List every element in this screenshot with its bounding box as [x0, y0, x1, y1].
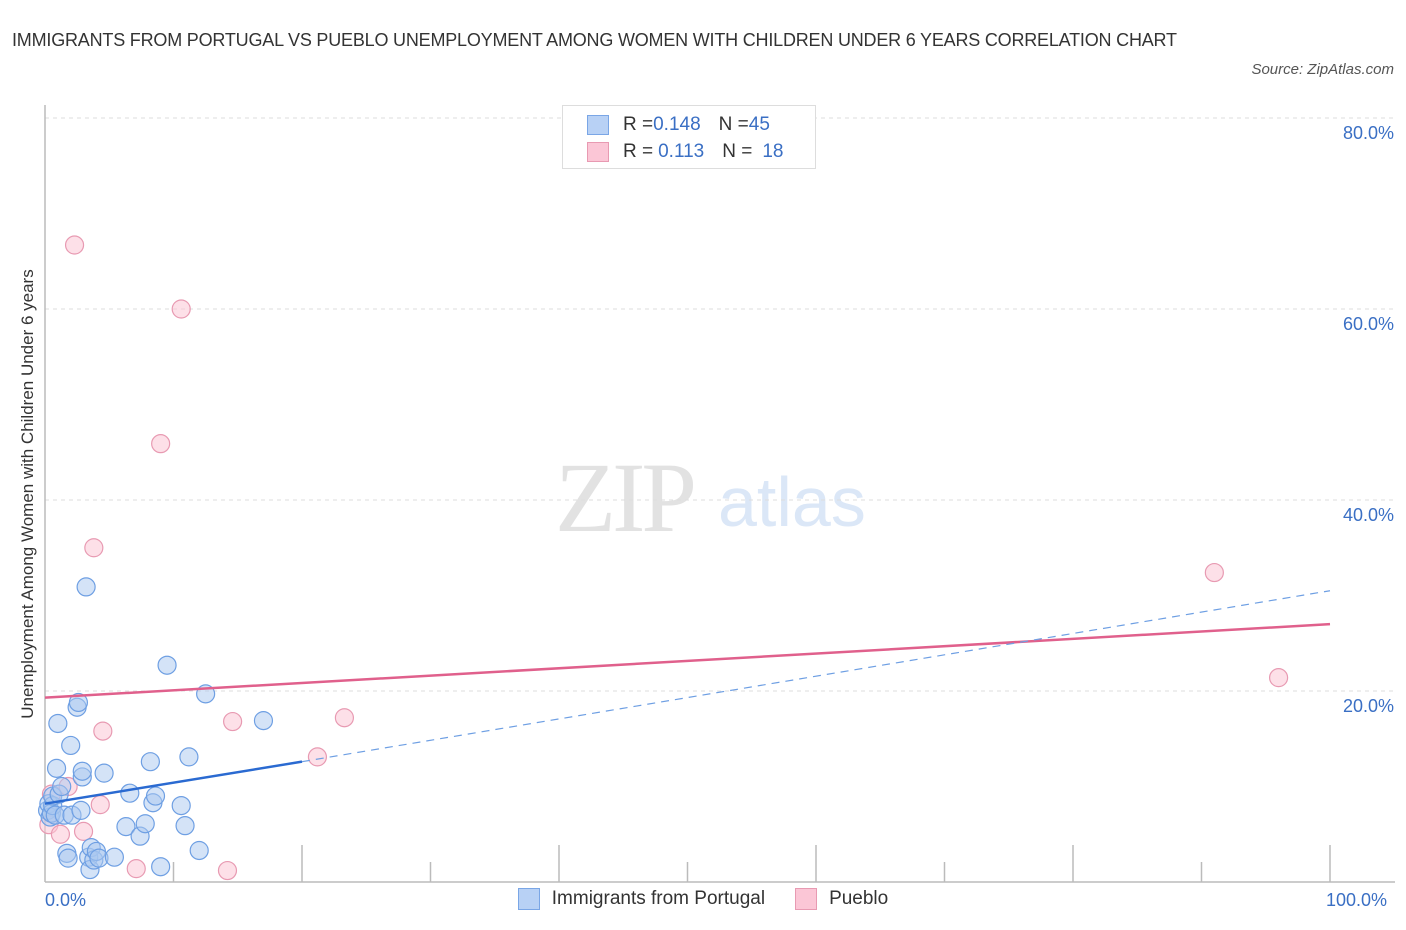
pueblo-point: [90, 795, 110, 815]
portugal-point: [52, 776, 72, 797]
portugal-point: [68, 692, 89, 713]
pueblo-point: [126, 859, 146, 879]
series-legend: Immigrants from Portugal Pueblo: [0, 888, 1406, 910]
legend-item-pueblo[interactable]: Pueblo: [795, 888, 888, 910]
portugal-point: [189, 840, 209, 861]
portugal-point: [48, 713, 68, 734]
r-label: R =: [623, 141, 654, 162]
portugal-point: [116, 817, 136, 837]
portugal-point: [135, 814, 155, 834]
pueblo-point: [93, 721, 113, 741]
pueblo-point: [73, 821, 94, 841]
y-tick-label: 20.0%: [1342, 696, 1394, 716]
portugal-point: [171, 795, 191, 816]
portugal-point: [72, 761, 92, 781]
watermark-zip: ZIP: [555, 442, 697, 553]
legend-label: Immigrants from Portugal: [551, 888, 766, 909]
pueblo-point: [334, 708, 355, 728]
pueblo-point: [217, 860, 238, 881]
pueblo-points: [39, 235, 1289, 881]
portugal-swatch: [587, 115, 609, 135]
gridlines: [45, 117, 1395, 692]
pueblo-point: [1204, 562, 1224, 583]
pueblo-point: [307, 747, 328, 767]
watermark-atlas: atlas: [718, 463, 866, 541]
x-tick-min: 0.0%: [45, 890, 87, 910]
portugal-swatch: [517, 888, 540, 910]
r-value: 0.148: [653, 114, 701, 135]
y-tick-label: 60.0%: [1342, 314, 1394, 334]
pueblo-swatch: [795, 888, 818, 910]
portugal-point: [179, 747, 199, 767]
portugal-point: [61, 735, 81, 756]
portugal-point: [46, 758, 67, 778]
portugal-point: [58, 848, 78, 868]
portugal-point: [175, 816, 195, 836]
pueblo-point: [50, 824, 71, 844]
pueblo-point: [171, 299, 191, 319]
portugal-point: [94, 763, 114, 783]
portugal-point: [71, 800, 91, 820]
portugal-points: [37, 577, 274, 880]
pueblo-point: [1268, 668, 1289, 688]
pueblo-trend-line: [44, 622, 1331, 699]
y-tick-label: 80.0%: [1342, 123, 1394, 143]
n-value: 18: [762, 141, 784, 162]
portugal-point: [104, 847, 124, 867]
portugal-point: [145, 786, 166, 806]
legend-label: Pueblo: [829, 888, 889, 909]
portugal-point: [151, 857, 171, 877]
pueblo-point: [151, 434, 171, 454]
pueblo-point: [223, 711, 243, 732]
portugal-point: [157, 655, 177, 675]
legend-item-portugal[interactable]: Immigrants from Portugal: [517, 888, 766, 910]
chart-title: IMMIGRANTS FROM PORTUGAL VS PUEBLO UNEMP…: [12, 30, 1177, 50]
r-label: R =: [623, 114, 654, 135]
n-label: N =: [722, 141, 753, 162]
legend-row-portugal: R = 0.148 N = 45: [587, 113, 770, 137]
pueblo-point: [64, 235, 85, 255]
pueblo-point: [84, 538, 104, 558]
y-tick-label: 40.0%: [1342, 505, 1394, 525]
portugal-point: [120, 783, 140, 803]
n-value: 45: [748, 114, 770, 135]
source-label: Source: ZipAtlas.com: [1251, 61, 1394, 78]
stats-legend: R = 0.148 N = 45 R = 0.113 N = 18: [562, 105, 816, 169]
legend-row-pueblo: R = 0.113 N = 18: [587, 140, 784, 164]
portugal-point: [140, 752, 160, 772]
pueblo-swatch: [587, 142, 609, 162]
axes: [44, 105, 1395, 883]
trend-lines: [44, 590, 1331, 805]
portugal-trend-extension: [301, 590, 1331, 763]
x-tick-max: 100.0%: [1326, 890, 1388, 910]
portugal-trend-line: [44, 760, 303, 805]
portugal-point: [76, 577, 96, 597]
r-value: 0.113: [658, 141, 705, 162]
n-label: N =: [718, 114, 749, 135]
portugal-point: [253, 711, 274, 731]
